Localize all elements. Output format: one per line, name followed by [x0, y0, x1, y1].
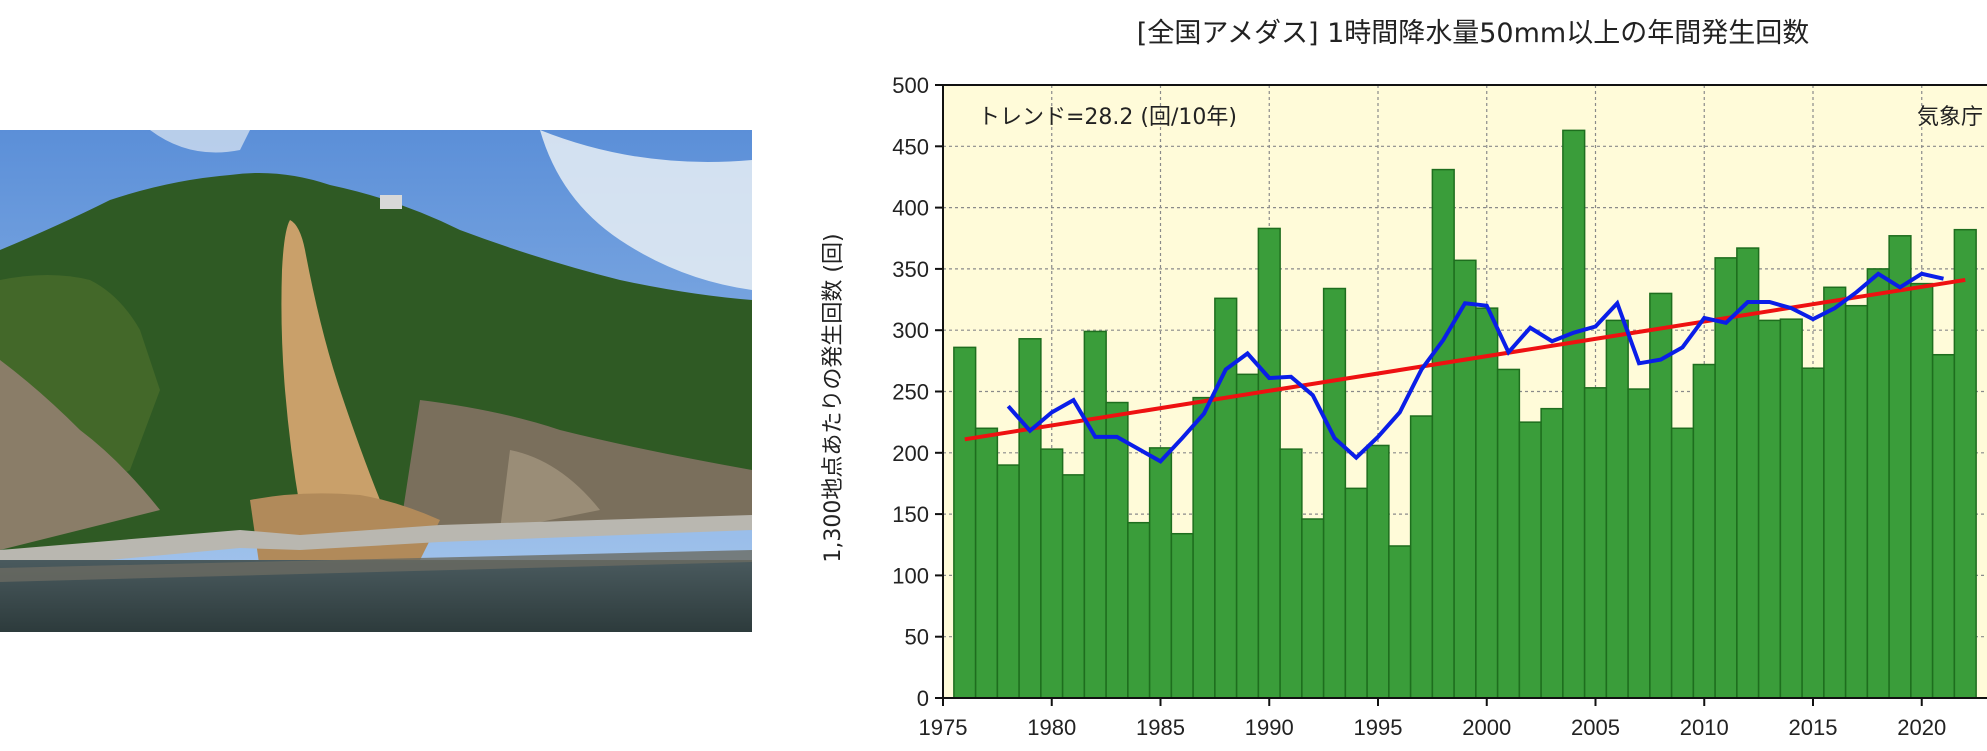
moving-average-line: [1006, 271, 1944, 464]
y-tick-label: 100: [892, 563, 929, 588]
x-tick-label: 1990: [1245, 715, 1294, 740]
bar: [1888, 235, 1912, 699]
bar: [1627, 388, 1651, 699]
bar: [1170, 532, 1194, 699]
bar: [1605, 319, 1629, 699]
bar: [1779, 318, 1803, 699]
y-tick-label: 250: [892, 380, 929, 405]
bar: [1083, 330, 1107, 699]
y-tick-label: 500: [892, 73, 929, 98]
bar: [1388, 545, 1412, 699]
x-tick-label: 1980: [1027, 715, 1076, 740]
bar: [1105, 401, 1129, 699]
trend-annotation: トレンド=28.2 (回/10年): [978, 105, 1237, 130]
y-tick-label: 150: [892, 502, 929, 527]
bar: [1344, 487, 1368, 699]
x-tick-label: 1985: [1136, 715, 1185, 740]
bar: [1757, 319, 1782, 699]
y-tick-label: 400: [892, 196, 929, 221]
x-tick-label: 2000: [1462, 715, 1511, 740]
x-tick-label: 1995: [1354, 715, 1403, 740]
bar: [1823, 286, 1847, 699]
y-tick-label: 450: [892, 134, 929, 159]
bar: [1214, 297, 1238, 699]
bar: [974, 427, 999, 699]
y-tick-label: 350: [892, 257, 929, 282]
x-tick-label: 1975: [919, 715, 968, 740]
bar: [1866, 268, 1890, 699]
bar: [1040, 448, 1064, 699]
bar: [1061, 474, 1086, 699]
x-tick-label: 2005: [1571, 715, 1620, 740]
bar: [1018, 338, 1042, 699]
bar: [1148, 447, 1173, 699]
bar: [1409, 415, 1434, 699]
x-tick-label: 2015: [1789, 715, 1838, 740]
bar: [1562, 129, 1586, 699]
bar: [1475, 307, 1499, 699]
bar: [1931, 353, 1956, 699]
x-tick-label: 2020: [1897, 715, 1946, 740]
bar: [1953, 228, 1977, 699]
bar: [996, 464, 1020, 699]
bar: [1235, 373, 1260, 699]
y-tick-label: 300: [892, 318, 929, 343]
trend-line: [964, 277, 1966, 442]
bar: [1518, 421, 1542, 699]
bar: [1322, 287, 1347, 699]
bar: [1127, 521, 1151, 699]
bar: [1692, 363, 1716, 699]
bar: [1366, 444, 1390, 699]
y-tick-label: 50: [905, 625, 929, 650]
bar: [1801, 367, 1825, 699]
bar: [1844, 304, 1869, 699]
bar: [1257, 227, 1281, 699]
bar: [1431, 168, 1455, 699]
bar: [1192, 396, 1216, 699]
bar: [1583, 387, 1608, 699]
x-ticks: 1975 1980 1985 1990 1995 2000 2005 2010 2015 2020: [919, 698, 1946, 740]
bar: [1670, 427, 1695, 699]
y-tick-label: 0: [917, 686, 929, 711]
bar: [1301, 518, 1325, 699]
bars: [953, 129, 1977, 699]
bar: [1279, 448, 1303, 699]
x-tick-label: 2010: [1680, 715, 1729, 740]
bar: [1540, 407, 1564, 699]
y-ticks: 0 50 100 150 200 250 300 350 400 450 500: [892, 73, 943, 711]
bar: [1910, 282, 1934, 699]
bar: [1496, 368, 1521, 699]
y-axis-label: 1,300地点あたりの発生回数 (回): [821, 233, 846, 562]
y-tick-label: 200: [892, 441, 929, 466]
chart-title: [全国アメダス] 1時間降水量50mm以上の年間発生回数: [1137, 18, 1809, 49]
bar: [1453, 259, 1477, 699]
landslide-photo: [0, 130, 752, 632]
source-label: 気象庁: [1917, 105, 1983, 130]
bar: [953, 346, 977, 699]
